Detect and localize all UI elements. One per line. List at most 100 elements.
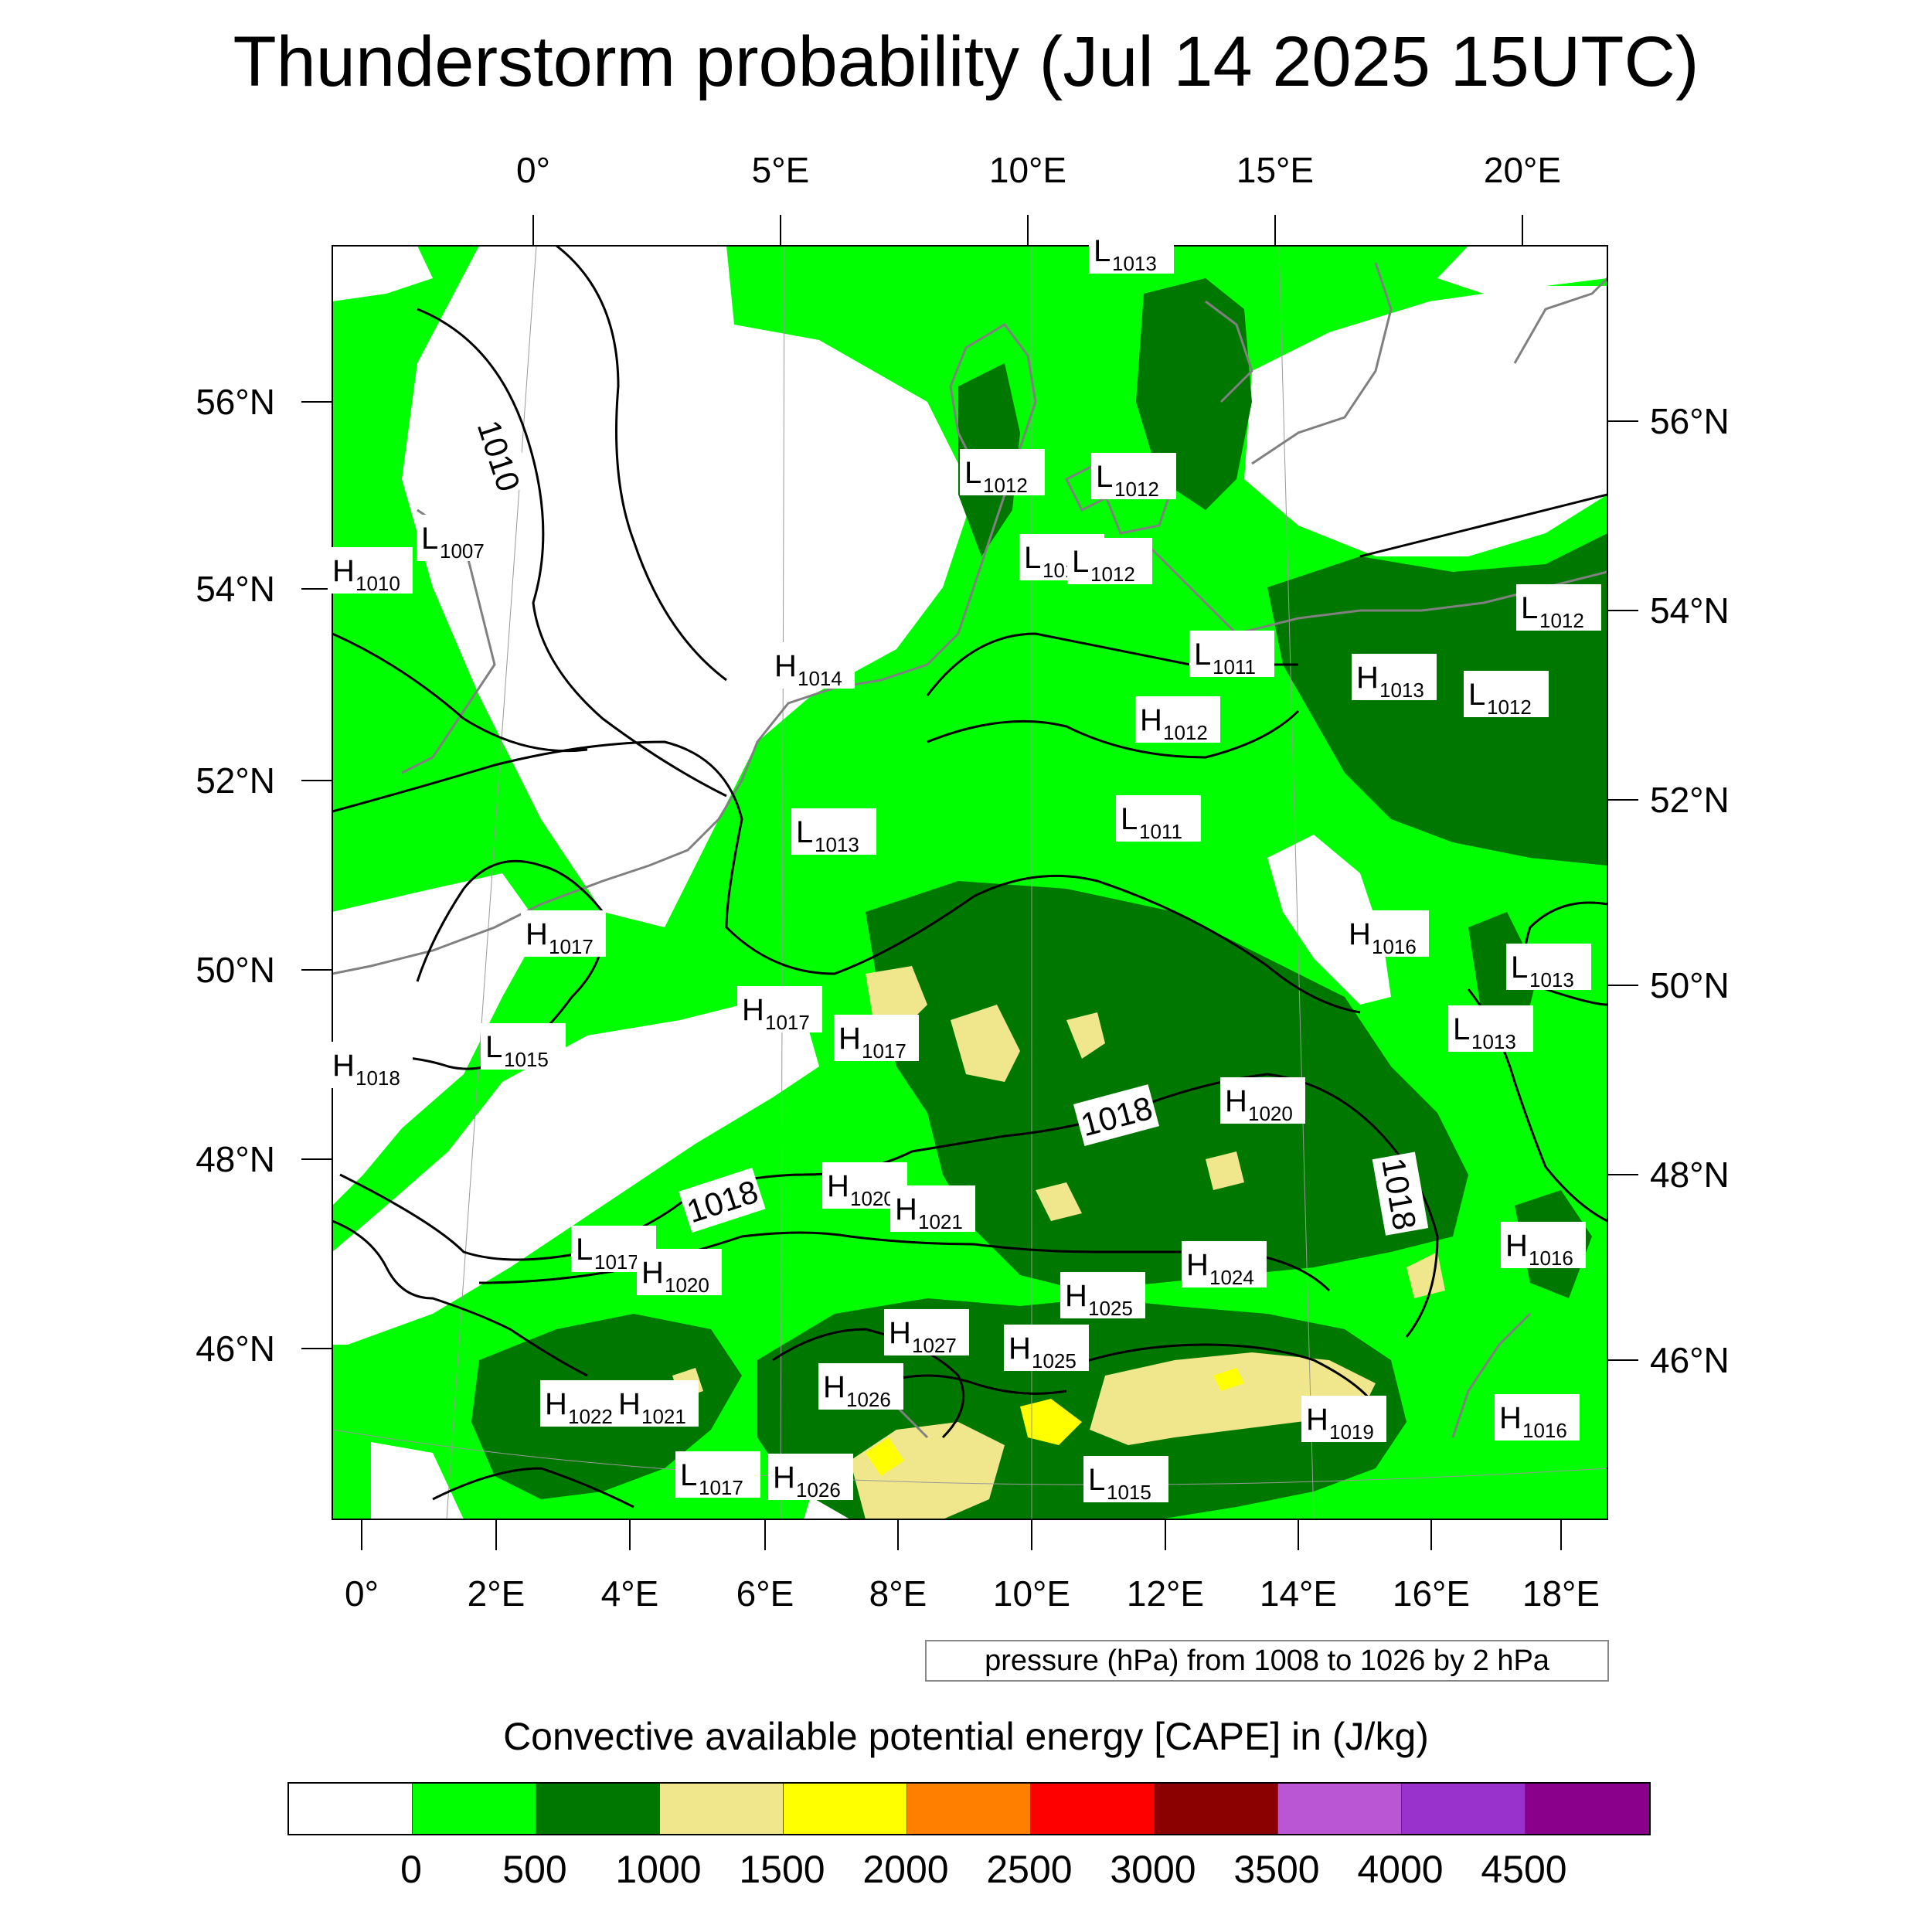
svg-text:H: H — [526, 917, 548, 951]
svg-text:L: L — [1468, 678, 1485, 712]
svg-text:H: H — [827, 1169, 849, 1203]
svg-text:1020: 1020 — [665, 1274, 709, 1297]
pressure-center-label: H 1020 — [637, 1249, 722, 1297]
latitude-label: 50°N — [196, 950, 275, 990]
pressure-center-label: H 1013 — [1352, 654, 1437, 702]
pressure-center-label: L 1012 — [1464, 671, 1549, 719]
latitude-label: 54°N — [1650, 590, 1730, 631]
svg-text:H: H — [1225, 1084, 1247, 1118]
map-title: Thunderstorm probability (Jul 14 2025 15… — [233, 22, 1699, 101]
svg-text:1025: 1025 — [1032, 1349, 1077, 1372]
svg-text:L: L — [680, 1458, 697, 1492]
map-plot-area — [332, 246, 1607, 1519]
svg-text:1013: 1013 — [815, 833, 859, 856]
svg-text:L: L — [1521, 591, 1538, 625]
svg-text:1017: 1017 — [765, 1011, 810, 1034]
svg-text:1014: 1014 — [798, 667, 842, 690]
longitude-label: 18°E — [1522, 1573, 1600, 1614]
longitude-label: 0° — [345, 1573, 379, 1614]
pressure-center-label: H 1027 — [884, 1309, 969, 1357]
pressure-center-label: H 1016 — [1501, 1222, 1586, 1270]
colorbar-tick-label: 2000 — [862, 1848, 949, 1891]
svg-text:1012: 1012 — [1114, 478, 1159, 501]
svg-text:L: L — [796, 815, 813, 849]
svg-text:L: L — [421, 522, 438, 556]
longitude-label: 14°E — [1260, 1573, 1337, 1614]
svg-text:1011: 1011 — [1139, 820, 1182, 843]
pressure-center-label: H 1012 — [1135, 696, 1220, 744]
pressure-center-label: H 1026 — [768, 1454, 853, 1502]
pressure-center-label: L 1012 — [1091, 453, 1176, 501]
coastlines — [332, 262, 1607, 1439]
svg-text:H: H — [545, 1387, 567, 1421]
svg-text:1012: 1012 — [1539, 609, 1584, 632]
longitude-label: 5°E — [752, 150, 810, 190]
latitude-label: 46°N — [1650, 1340, 1730, 1380]
colorbar-swatch — [289, 1784, 413, 1834]
svg-text:L: L — [1072, 545, 1089, 579]
svg-text:H: H — [895, 1192, 917, 1226]
svg-text:H: H — [1499, 1401, 1522, 1435]
svg-text:H: H — [1009, 1332, 1031, 1366]
graticule — [332, 246, 1607, 1519]
svg-text:1018: 1018 — [355, 1066, 400, 1090]
svg-text:1021: 1021 — [641, 1405, 686, 1428]
svg-text:1027: 1027 — [912, 1334, 957, 1357]
svg-text:H: H — [1140, 703, 1162, 737]
colorbar-swatch — [907, 1784, 1031, 1834]
pressure-center-label: L 1013 — [1506, 944, 1591, 992]
svg-text:H: H — [618, 1387, 641, 1421]
colorbar-tick-label: 4000 — [1357, 1848, 1444, 1891]
svg-text:1007: 1007 — [440, 539, 485, 563]
pressure-center-label: L 1011 — [1116, 795, 1201, 843]
longitude-label: 8°E — [869, 1573, 927, 1614]
contour-interval-note: pressure (hPa) from 1008 to 1026 by 2 hP… — [925, 1640, 1609, 1682]
latitude-label: 48°N — [196, 1139, 275, 1179]
latitude-label: 48°N — [1650, 1155, 1730, 1195]
pressure-center-label: H 1025 — [1060, 1272, 1145, 1320]
svg-text:H: H — [1349, 917, 1371, 951]
svg-text:H: H — [641, 1256, 664, 1290]
latitude-label: 52°N — [196, 760, 275, 801]
pressure-center-label: H 1017 — [737, 986, 822, 1034]
colorbar-title: Convective available potential energy [C… — [503, 1715, 1429, 1758]
pressure-center-label: H 1026 — [818, 1363, 903, 1411]
longitude-label: 20°E — [1484, 150, 1561, 190]
svg-text:H: H — [332, 554, 355, 588]
colorbar-swatch — [1526, 1784, 1649, 1834]
latitude-label: 54°N — [196, 569, 275, 609]
svg-text:H: H — [1356, 661, 1379, 695]
map-frame — [332, 245, 1608, 1520]
svg-text:1016: 1016 — [1529, 1247, 1573, 1270]
colorbar-tick-label: 3500 — [1233, 1848, 1320, 1891]
svg-text:1012: 1012 — [1163, 721, 1208, 744]
svg-text:1017: 1017 — [549, 935, 594, 958]
svg-text:1024: 1024 — [1209, 1266, 1254, 1289]
svg-text:1012: 1012 — [1090, 563, 1135, 586]
svg-text:1010: 1010 — [355, 572, 400, 595]
svg-text:1021: 1021 — [918, 1210, 963, 1233]
pressure-center-label: H 1017 — [521, 910, 606, 958]
longitude-label: 6°E — [736, 1573, 794, 1614]
svg-text:H: H — [1306, 1403, 1328, 1437]
latitude-label: 50°N — [1650, 965, 1730, 1005]
longitude-label: 16°E — [1393, 1573, 1470, 1614]
latitude-label: 56°N — [196, 382, 275, 422]
colorbar-swatch — [1402, 1784, 1526, 1834]
pressure-center-label: H 1016 — [1344, 910, 1429, 958]
svg-text:1019: 1019 — [1329, 1420, 1374, 1444]
svg-text:L: L — [964, 456, 981, 490]
longitude-label: 12°E — [1127, 1573, 1204, 1614]
svg-text:H: H — [838, 1022, 861, 1056]
colorbar-tick-label: 0 — [400, 1848, 422, 1891]
svg-text:1012: 1012 — [983, 474, 1028, 497]
latitude-label: 56°N — [1650, 401, 1730, 441]
svg-text:1013: 1013 — [1471, 1030, 1516, 1053]
svg-text:L: L — [1121, 802, 1138, 836]
svg-text:1013: 1013 — [1112, 252, 1157, 275]
top-longitude-ticks: 0° 5°E 10°E 15°E 20°E — [516, 150, 1561, 246]
pressure-center-label: H 1021 — [890, 1185, 975, 1233]
svg-text:1013: 1013 — [1529, 968, 1574, 992]
colorbar-swatch — [536, 1784, 660, 1834]
